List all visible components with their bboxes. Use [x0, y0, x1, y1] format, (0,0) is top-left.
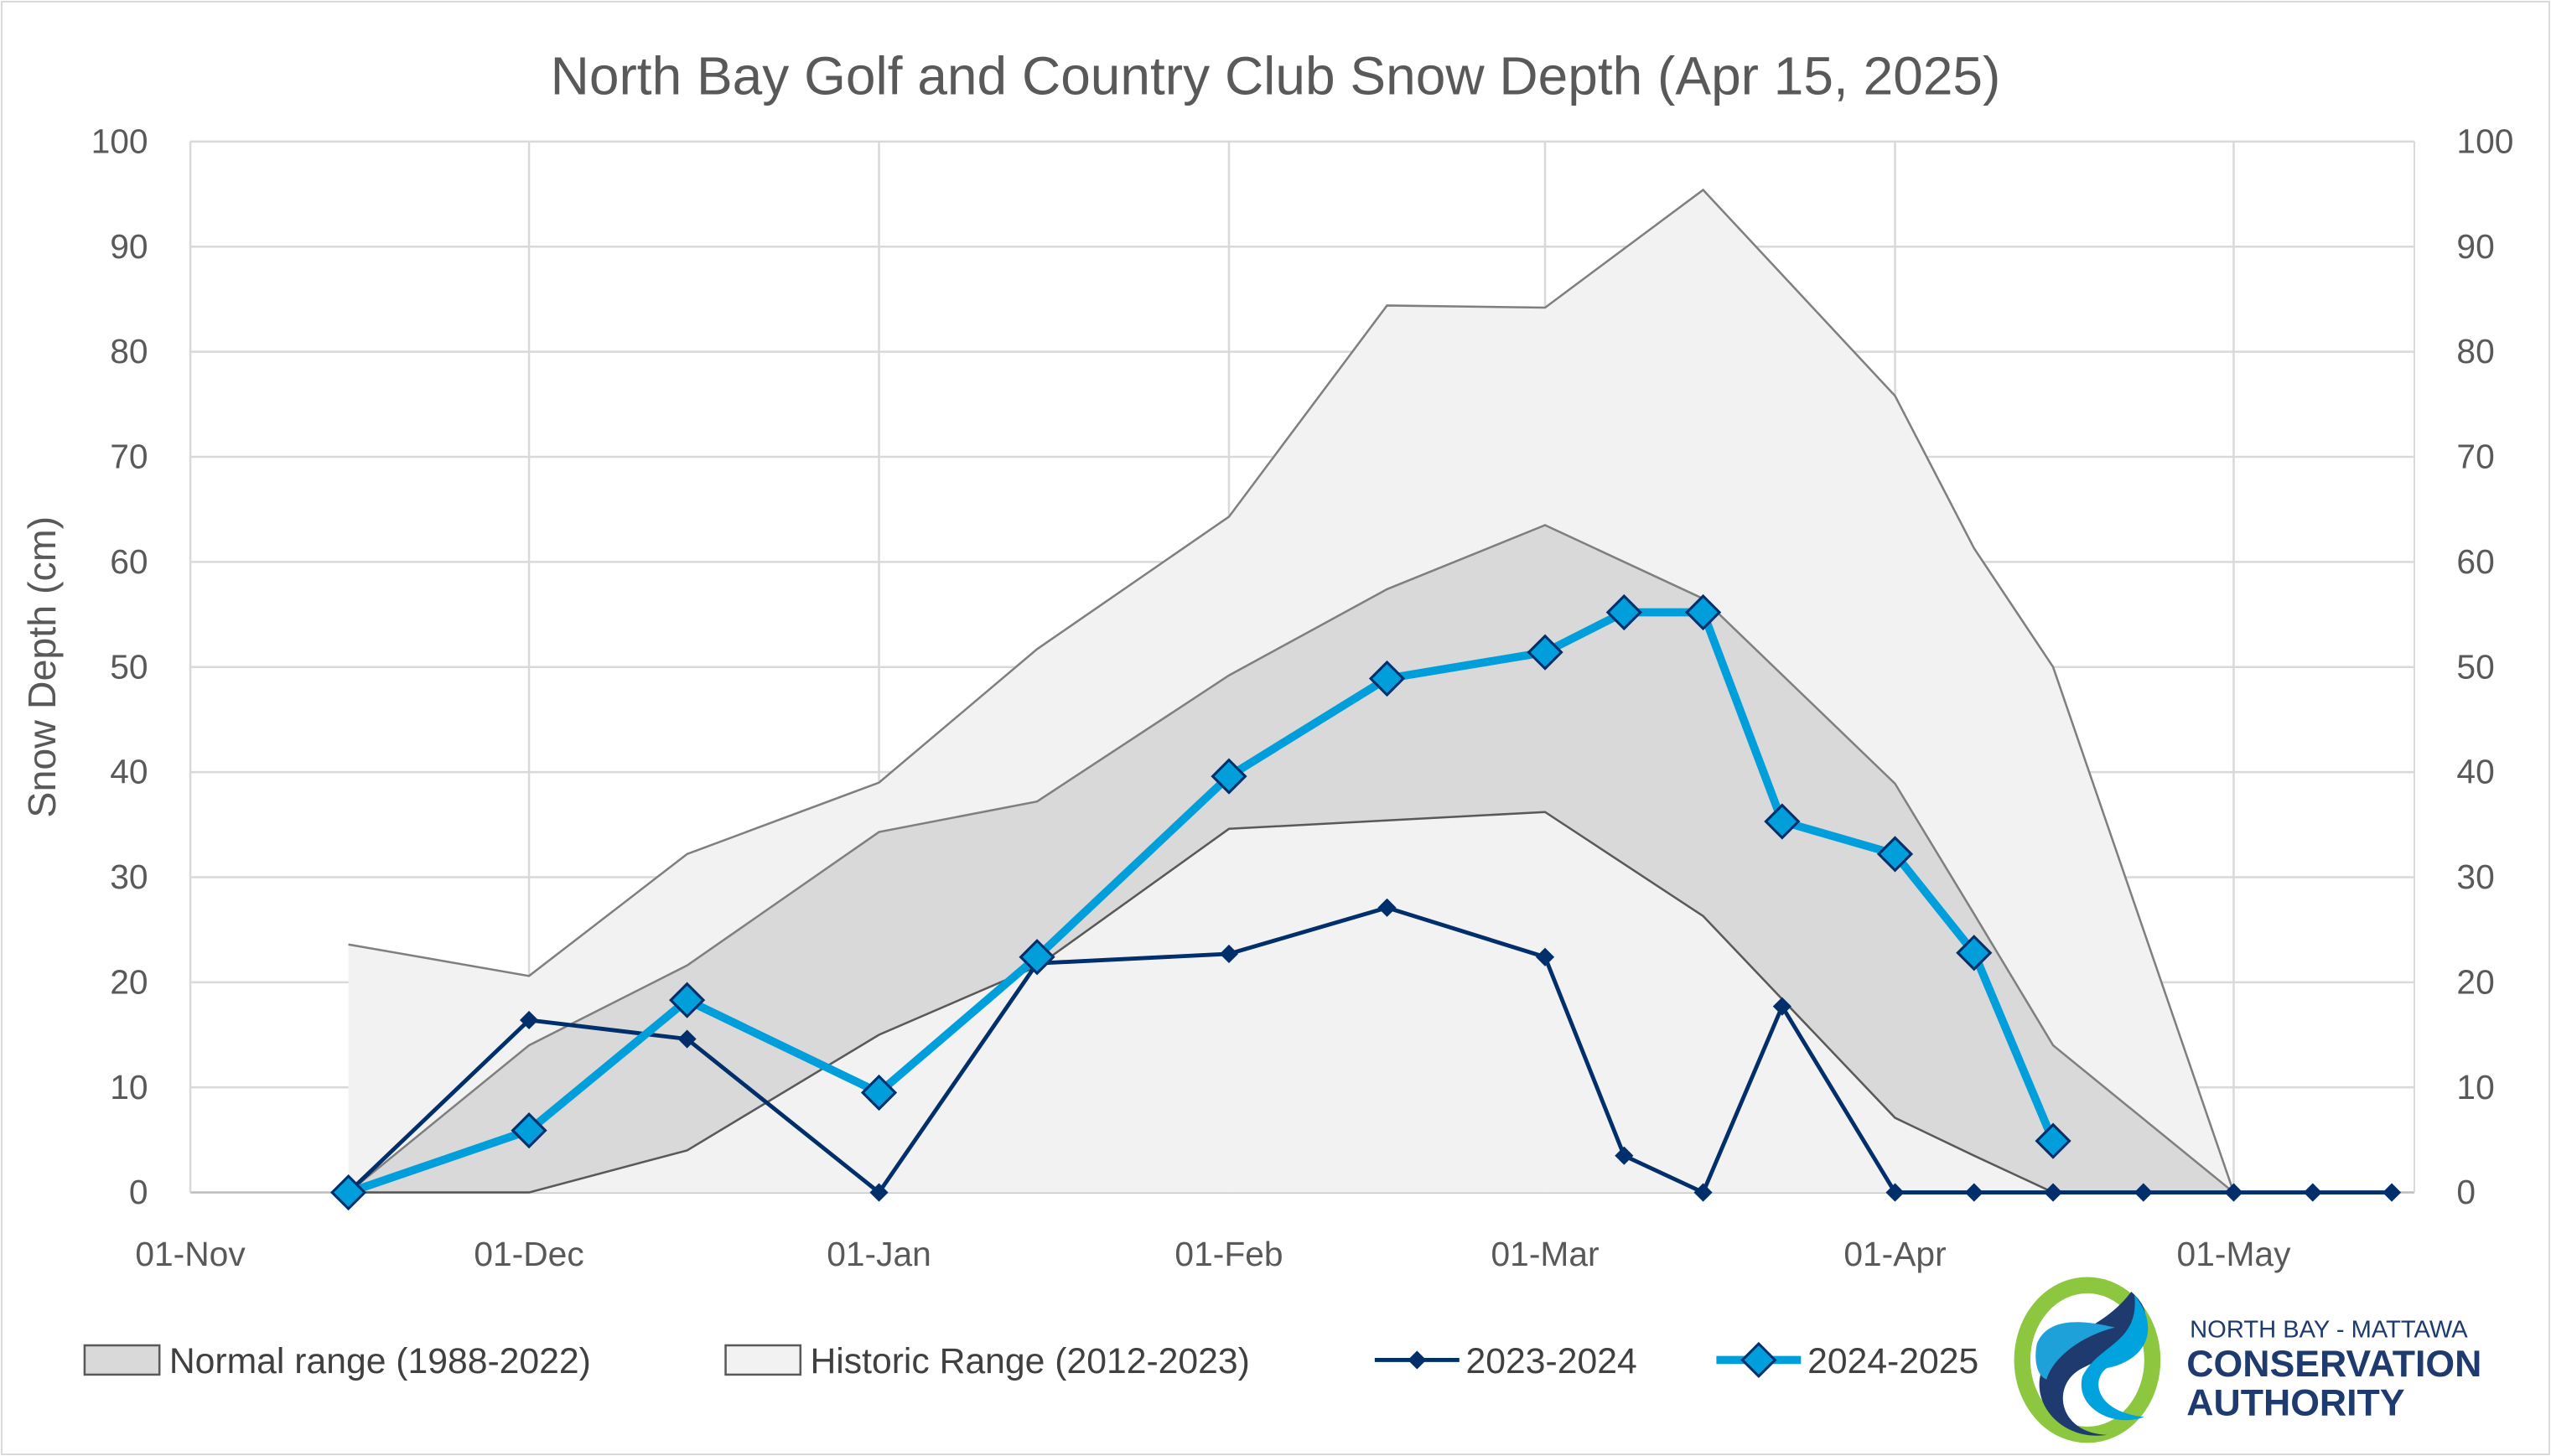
range-area	[348, 525, 2234, 1193]
data-point	[2224, 1183, 2243, 1202]
y2-tick-label: 30	[2456, 858, 2494, 896]
data-point	[668, 982, 706, 1018]
y2-tick-label: 20	[2456, 962, 2494, 1001]
y-tick-label: 100	[91, 122, 148, 160]
y-tick-label: 80	[110, 332, 148, 370]
y2-tick-label: 40	[2456, 753, 2494, 791]
data-point	[1615, 1146, 1634, 1165]
logo-line2: CONSERVATION	[2186, 1344, 2481, 1385]
x-tick-label: 01-Mar	[1491, 1235, 1600, 1273]
y2-tick-label: 100	[2456, 122, 2513, 160]
data-point	[1605, 593, 1642, 631]
y2-tick-label: 60	[2456, 542, 2494, 581]
logo-line3: AUTHORITY	[2186, 1382, 2405, 1423]
legend-label: 2024-2025	[1807, 1341, 1978, 1381]
data-point	[2035, 1122, 2071, 1159]
axis-ticks: 0 0 10 10 20 20 30 30 40 40 50 50 60 60 70 70 80 80 90 90 10…	[91, 122, 2514, 1272]
y-tick-label: 30	[110, 858, 148, 896]
data-point	[860, 1074, 898, 1111]
legend-label: 2023-2024	[1466, 1341, 1637, 1381]
legend-swatch	[83, 1344, 161, 1376]
data-point	[1211, 758, 1247, 795]
x-tick-label: 01-Dec	[474, 1235, 583, 1273]
y2-tick-label: 90	[2456, 227, 2494, 266]
data-point	[1772, 997, 1791, 1016]
data-point	[1535, 947, 1555, 966]
data-point	[1740, 1341, 1777, 1379]
y-tick-label: 70	[110, 438, 148, 476]
data-point	[1876, 836, 1914, 873]
chart-title: North Bay Golf and Country Club Snow Dep…	[551, 46, 2001, 106]
legend-swatch	[724, 1344, 802, 1376]
data-point	[1527, 634, 1563, 671]
data-point	[869, 1183, 889, 1202]
logo: NORTH BAY - MATTAWA CONSERVATION AUTHORI…	[2014, 1277, 2481, 1443]
data-point	[2303, 1183, 2322, 1202]
data-point	[1964, 1183, 1983, 1202]
x-tick-label: 01-Apr	[1843, 1235, 1946, 1273]
legend: Normal range (1988-2022) Historic Range (…	[83, 1341, 1978, 1381]
y-tick-label: 40	[110, 753, 148, 791]
data-point	[1377, 898, 1397, 917]
data-point	[1764, 803, 1801, 840]
y-tick-label: 20	[110, 962, 148, 1001]
y-tick-label: 50	[110, 647, 148, 686]
x-tick-label: 01-Nov	[135, 1235, 246, 1273]
logo-water-icon	[2035, 1322, 2115, 1380]
data-point	[1684, 593, 1722, 631]
data-point	[511, 1111, 547, 1149]
y2-tick-label: 70	[2456, 438, 2494, 476]
range-upper-line	[347, 524, 2235, 1194]
y-axis-label: Snow Depth (cm)	[20, 516, 64, 818]
data-point	[1019, 939, 1055, 976]
range-upper-line	[348, 188, 2235, 1193]
y-tick-label: 0	[129, 1173, 148, 1211]
data-point	[1219, 944, 1239, 964]
logo-line1: NORTH BAY - MATTAWA	[2190, 1316, 2468, 1343]
y2-tick-label: 10	[2456, 1068, 2494, 1106]
data-point	[519, 1010, 539, 1030]
legend-label: Normal range (1988-2022)	[169, 1341, 591, 1381]
data-point	[1408, 1350, 1427, 1370]
data-point	[1368, 660, 1406, 697]
data-point	[2134, 1183, 2153, 1202]
y2-tick-label: 0	[2456, 1173, 2476, 1211]
x-tick-label: 01-Jan	[827, 1235, 931, 1273]
y-tick-label: 10	[110, 1068, 148, 1106]
data-point	[329, 1174, 367, 1211]
data-point	[1956, 935, 1993, 972]
data-point	[1693, 1183, 1713, 1202]
x-tick-label: 01-May	[2177, 1235, 2292, 1273]
data-point	[2382, 1183, 2402, 1202]
y-tick-label: 60	[110, 542, 148, 581]
logo-water2-icon	[2081, 1294, 2149, 1421]
series-line	[346, 905, 2393, 1194]
range-areas	[347, 188, 2235, 1194]
data-point	[1885, 1183, 1905, 1202]
logo-wave-icon	[2039, 1291, 2146, 1436]
y2-tick-label: 80	[2456, 332, 2494, 370]
series-lines	[329, 593, 2402, 1211]
data-point	[677, 1029, 697, 1049]
y-tick-label: 90	[110, 227, 148, 266]
data-point	[2043, 1183, 2063, 1202]
x-tick-label: 01-Feb	[1174, 1235, 1283, 1273]
range-lower-line	[348, 811, 2234, 1194]
y2-tick-label: 50	[2456, 647, 2494, 686]
legend-label: Historic Range (2012-2023)	[810, 1341, 1249, 1381]
series-line	[347, 608, 2057, 1197]
